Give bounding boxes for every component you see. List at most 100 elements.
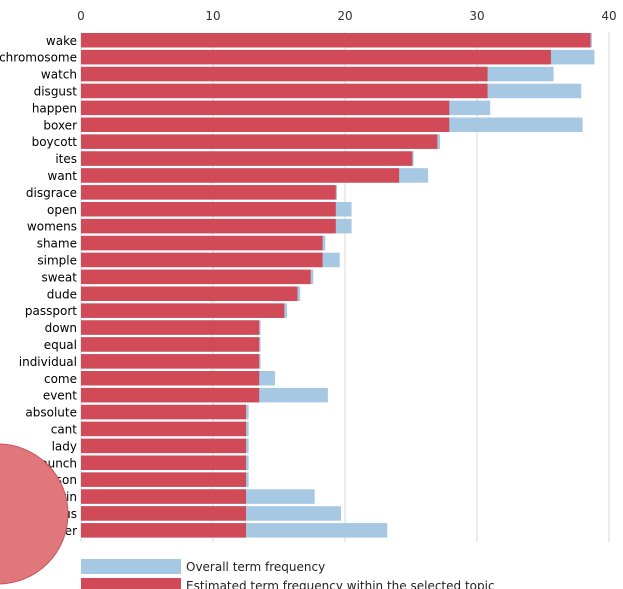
topic-frequency-bar[interactable] — [81, 455, 246, 471]
topic-frequency-bar[interactable] — [81, 523, 246, 538]
term-label[interactable]: disgust — [34, 84, 78, 98]
bar-row-never[interactable] — [81, 523, 388, 538]
term-label[interactable]: individual — [19, 355, 77, 369]
topic-frequency-bar[interactable] — [81, 354, 260, 369]
legend-swatch — [81, 578, 181, 589]
term-label[interactable]: ites — [55, 152, 77, 166]
bar-row-dude[interactable] — [81, 286, 301, 302]
topic-frequency-bar[interactable] — [81, 506, 246, 521]
topic-frequency-bar[interactable] — [81, 472, 246, 487]
topic-frequency-bar[interactable] — [81, 134, 438, 149]
bar-row-absolute[interactable] — [81, 404, 249, 420]
bar-row-sweat[interactable] — [81, 269, 314, 285]
topic-frequency-bar[interactable] — [81, 320, 260, 335]
legend-label: Estimated term frequency within the sele… — [186, 579, 495, 589]
bar-row-individual[interactable] — [81, 354, 261, 369]
bar-row-watch[interactable] — [81, 66, 554, 82]
term-label[interactable]: down — [45, 321, 77, 335]
topic-frequency-bar[interactable] — [81, 202, 336, 217]
topic-frequency-bar[interactable] — [81, 100, 450, 116]
bar-row-disgust[interactable] — [81, 83, 582, 99]
term-label[interactable]: lady — [52, 439, 77, 453]
bar-row-want[interactable] — [81, 168, 429, 183]
term-label[interactable]: dude — [47, 287, 77, 301]
term-label[interactable]: shame — [37, 237, 77, 251]
bar-row-wake[interactable] — [81, 33, 592, 48]
legend-swatch — [81, 559, 181, 574]
x-tick-label: 40 — [601, 9, 616, 23]
term-label[interactable]: simple — [37, 253, 77, 267]
topic-circle[interactable] — [0, 443, 69, 585]
bar-row-disgrace[interactable] — [81, 185, 338, 200]
topic-frequency-bar[interactable] — [81, 387, 260, 403]
term-label[interactable]: passport — [25, 304, 77, 318]
topic-frequency-bar[interactable] — [81, 185, 336, 200]
bar-row-lady[interactable] — [81, 438, 249, 454]
bar-row-come[interactable] — [81, 371, 276, 386]
legend-item: Overall term frequency — [81, 559, 325, 574]
bar-row-shame[interactable] — [81, 235, 326, 251]
term-label[interactable]: boycott — [32, 135, 78, 149]
bar-row-down[interactable] — [81, 320, 261, 335]
x-tick-label: 0 — [77, 9, 85, 23]
term-label[interactable]: equal — [44, 338, 77, 352]
topic-frequency-bar[interactable] — [81, 303, 285, 318]
bar-row-ites[interactable] — [81, 151, 414, 166]
topic-frequency-bar[interactable] — [81, 151, 413, 166]
term-label[interactable]: want — [48, 169, 78, 183]
bar-row-chromosome[interactable] — [81, 49, 595, 65]
topic-frequency-bar[interactable] — [81, 269, 311, 285]
topic-frequency-bar[interactable] — [81, 489, 246, 504]
bar-row-punch[interactable] — [81, 455, 249, 471]
legend-item: Estimated term frequency within the sele… — [81, 578, 495, 589]
x-tick-label: 10 — [205, 9, 220, 23]
bar-row-open[interactable] — [81, 202, 352, 217]
term-label[interactable]: wake — [46, 34, 77, 48]
bar-row-ridiculous[interactable] — [81, 506, 342, 521]
topic-frequency-bar[interactable] — [81, 337, 260, 352]
bar-row-equal[interactable] — [81, 337, 261, 352]
bar-row-event[interactable] — [81, 387, 328, 403]
bar-row-cant[interactable] — [81, 421, 249, 437]
term-label[interactable]: event — [43, 389, 77, 403]
x-axis: 0 10 20 30 40 — [77, 9, 616, 23]
term-label[interactable]: chromosome — [0, 51, 77, 65]
topic-frequency-bar[interactable] — [81, 83, 488, 99]
bars — [81, 33, 595, 538]
term-label[interactable]: disgrace — [26, 186, 77, 200]
bar-row-grin[interactable] — [81, 489, 315, 504]
term-label[interactable]: cant — [51, 422, 78, 436]
topic-frequency-bar[interactable] — [81, 49, 551, 65]
topic-frequency-bar[interactable] — [81, 252, 323, 268]
topic-frequency-bar[interactable] — [81, 33, 591, 48]
term-label[interactable]: come — [44, 372, 77, 386]
term-label[interactable]: watch — [41, 68, 77, 82]
topic-frequency-bar[interactable] — [81, 66, 488, 82]
topic-frequency-bar[interactable] — [81, 286, 298, 302]
bar-row-boycott[interactable] — [81, 134, 441, 149]
topic-frequency-bar[interactable] — [81, 371, 260, 386]
legend: Overall term frequency Estimated term fre… — [81, 559, 495, 589]
bar-row-tyson[interactable] — [81, 472, 249, 487]
topic-frequency-bar[interactable] — [81, 218, 336, 234]
topic-frequency-bar[interactable] — [81, 117, 450, 133]
bar-row-boxer[interactable] — [81, 117, 583, 133]
bar-row-happen[interactable] — [81, 100, 491, 116]
bar-row-passport[interactable] — [81, 303, 287, 318]
term-label[interactable]: womens — [27, 220, 77, 234]
topic-frequency-bar[interactable] — [81, 404, 246, 420]
x-tick-label: 20 — [337, 9, 352, 23]
term-label[interactable]: sweat — [41, 270, 77, 284]
term-label[interactable]: boxer — [43, 118, 77, 132]
bar-row-womens[interactable] — [81, 218, 352, 234]
topic-frequency-bar[interactable] — [81, 421, 246, 437]
term-label[interactable]: absolute — [25, 406, 77, 420]
term-label[interactable]: open — [47, 203, 77, 217]
x-tick-label: 30 — [469, 9, 484, 23]
topic-frequency-bar[interactable] — [81, 438, 246, 454]
term-label[interactable]: happen — [32, 101, 77, 115]
topic-frequency-bar[interactable] — [81, 168, 400, 183]
topic-frequency-bar[interactable] — [81, 235, 323, 251]
bar-row-simple[interactable] — [81, 252, 340, 268]
